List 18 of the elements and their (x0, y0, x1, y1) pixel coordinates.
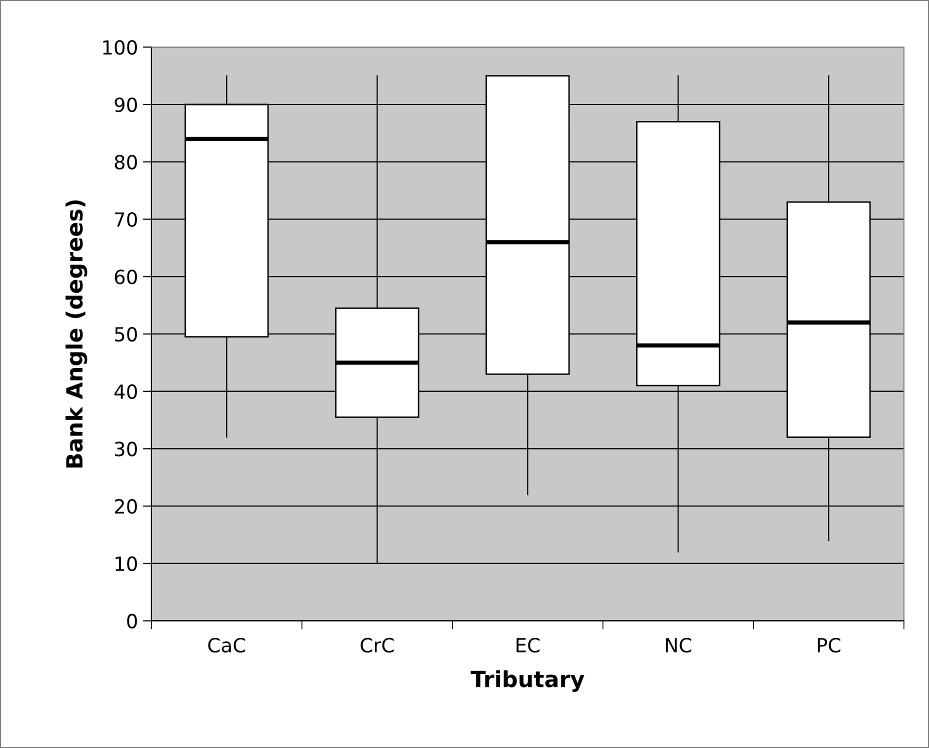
x-tick-label: CaC (208, 638, 246, 653)
y-tick-label: 70 (115, 212, 137, 227)
y-tick-label: 30 (114, 442, 137, 456)
x-tick-label: NC (666, 638, 692, 653)
y-tick-label: 40 (114, 384, 137, 400)
x-tick-label: EC (516, 638, 540, 653)
y-tick-label: 60 (114, 270, 137, 284)
y-tick-label: 90 (114, 97, 137, 112)
y-tick-label: 20 (114, 499, 137, 514)
y-axis-title: Bank Angle (degrees) (66, 200, 88, 468)
y-tick-label: 80 (114, 154, 137, 170)
x-axis-title: Tributary (470, 670, 584, 692)
x-tick-label: CrC (360, 638, 394, 653)
y-tick-label: 0 (127, 614, 137, 629)
x-tick-label: PC (818, 638, 840, 653)
y-tick-label: 50 (114, 326, 137, 342)
y-tick-label: 10 (116, 556, 137, 572)
y-tick-label: 100 (103, 40, 137, 55)
